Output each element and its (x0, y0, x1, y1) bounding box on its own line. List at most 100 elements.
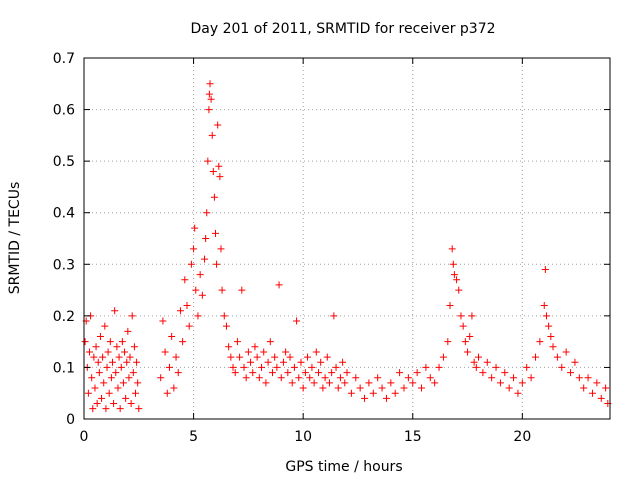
data-point (306, 374, 314, 382)
data-point (288, 379, 296, 387)
x-tick-label: 10 (294, 429, 312, 445)
data-point (334, 384, 342, 392)
data-point (542, 312, 550, 320)
data-point (84, 389, 92, 397)
data-point (279, 358, 287, 366)
data-point (450, 271, 458, 279)
x-tick-label: 5 (189, 429, 198, 445)
data-point (459, 322, 467, 330)
y-tick-label: 0 (66, 412, 75, 428)
data-point (157, 374, 165, 382)
data-point (101, 322, 109, 330)
data-point (310, 379, 318, 387)
data-points (81, 80, 612, 413)
data-point (317, 358, 325, 366)
data-point (110, 400, 118, 408)
data-point (168, 332, 176, 340)
data-point (299, 384, 307, 392)
data-point (404, 374, 412, 382)
data-point (244, 348, 252, 356)
data-point (396, 369, 404, 377)
data-point (332, 363, 340, 371)
data-point (255, 374, 263, 382)
data-point (123, 358, 131, 366)
data-point (206, 80, 214, 88)
data-point (204, 157, 212, 165)
data-point (470, 358, 478, 366)
data-point (122, 394, 130, 402)
data-point (273, 363, 281, 371)
data-point (290, 363, 298, 371)
data-point (181, 276, 189, 284)
data-point (293, 317, 301, 325)
data-point (93, 400, 101, 408)
data-point (107, 374, 115, 382)
data-point (218, 286, 226, 294)
data-point (488, 374, 496, 382)
data-point (308, 363, 316, 371)
data-point (413, 369, 421, 377)
data-point (130, 343, 138, 351)
data-point (190, 245, 198, 253)
data-point (185, 322, 193, 330)
data-point (196, 271, 204, 279)
data-point (271, 353, 279, 361)
data-point (217, 245, 225, 253)
data-point (387, 379, 395, 387)
data-point (312, 348, 320, 356)
data-point (264, 358, 272, 366)
data-point (439, 353, 447, 361)
data-point (249, 369, 257, 377)
data-point (208, 131, 216, 139)
data-point (103, 363, 111, 371)
axis-ticks (83, 57, 610, 420)
data-point (247, 358, 255, 366)
data-point (215, 162, 223, 170)
data-point (213, 260, 221, 268)
data-point (315, 369, 323, 377)
data-point (580, 384, 588, 392)
data-point (571, 358, 579, 366)
data-point (547, 332, 555, 340)
data-point (475, 353, 482, 361)
data-point (593, 379, 601, 387)
data-point (323, 353, 331, 361)
data-point (455, 286, 463, 294)
data-point (301, 369, 309, 377)
data-point (92, 343, 100, 351)
x-tick-label: 20 (513, 429, 531, 445)
data-point (297, 358, 305, 366)
data-point (435, 363, 443, 371)
data-point (118, 338, 126, 346)
data-point (483, 358, 491, 366)
data-point (119, 379, 127, 387)
data-point (111, 307, 119, 315)
data-point (523, 363, 531, 371)
data-point (361, 394, 369, 402)
data-point (365, 379, 373, 387)
data-point (116, 405, 124, 413)
data-point (540, 302, 548, 310)
data-point (584, 374, 592, 382)
data-point (262, 379, 270, 387)
data-point (231, 369, 239, 377)
data-point (115, 353, 123, 361)
data-point (588, 389, 596, 397)
data-point (295, 374, 303, 382)
y-tick-label: 0.1 (53, 360, 75, 376)
data-point (505, 384, 513, 392)
data-point (129, 369, 137, 377)
data-point (275, 281, 283, 289)
data-point (220, 312, 228, 320)
data-point (229, 363, 237, 371)
data-point (472, 363, 480, 371)
data-point (106, 338, 114, 346)
plot-frame (83, 57, 611, 420)
data-point (112, 369, 120, 377)
data-point (461, 338, 469, 346)
data-point (233, 338, 241, 346)
data-point (127, 400, 135, 408)
data-point (91, 384, 99, 392)
data-point (286, 353, 294, 361)
